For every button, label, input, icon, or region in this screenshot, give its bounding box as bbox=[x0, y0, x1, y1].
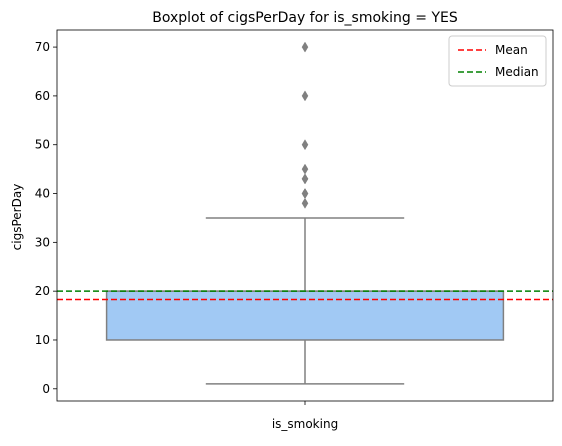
legend-frame bbox=[448, 35, 547, 87]
x-axis: is_smoking bbox=[272, 401, 338, 431]
y-tick-label: 20 bbox=[35, 284, 50, 298]
outlier-point bbox=[301, 90, 309, 102]
y-tick-label: 10 bbox=[35, 333, 50, 347]
chart-title: Boxplot of cigsPerDay for is_smoking = Y… bbox=[152, 10, 458, 26]
x-tick-label: is_smoking bbox=[272, 417, 338, 431]
legend: Mean Median bbox=[448, 35, 547, 87]
y-axis-label: cigsPerDay bbox=[10, 184, 24, 251]
y-tick-label: 30 bbox=[35, 235, 50, 249]
plot-area bbox=[57, 41, 553, 385]
y-tick-label: 60 bbox=[35, 89, 50, 103]
box-iqr bbox=[105, 290, 505, 341]
y-tick-label: 50 bbox=[35, 138, 50, 152]
y-tick-label: 70 bbox=[35, 40, 50, 54]
outlier-point bbox=[301, 188, 309, 200]
outlier-point bbox=[301, 41, 309, 53]
outlier-point bbox=[301, 197, 309, 209]
y-tick-label: 40 bbox=[35, 187, 50, 201]
outlier-point bbox=[301, 173, 309, 185]
outlier-point bbox=[301, 163, 309, 175]
outlier-point bbox=[301, 139, 309, 151]
legend-label-mean: Mean bbox=[495, 43, 528, 57]
y-tick-label: 0 bbox=[42, 382, 50, 396]
legend-label-median: Median bbox=[495, 65, 539, 79]
y-axis: 0 10 20 30 40 50 60 70 bbox=[35, 40, 57, 396]
